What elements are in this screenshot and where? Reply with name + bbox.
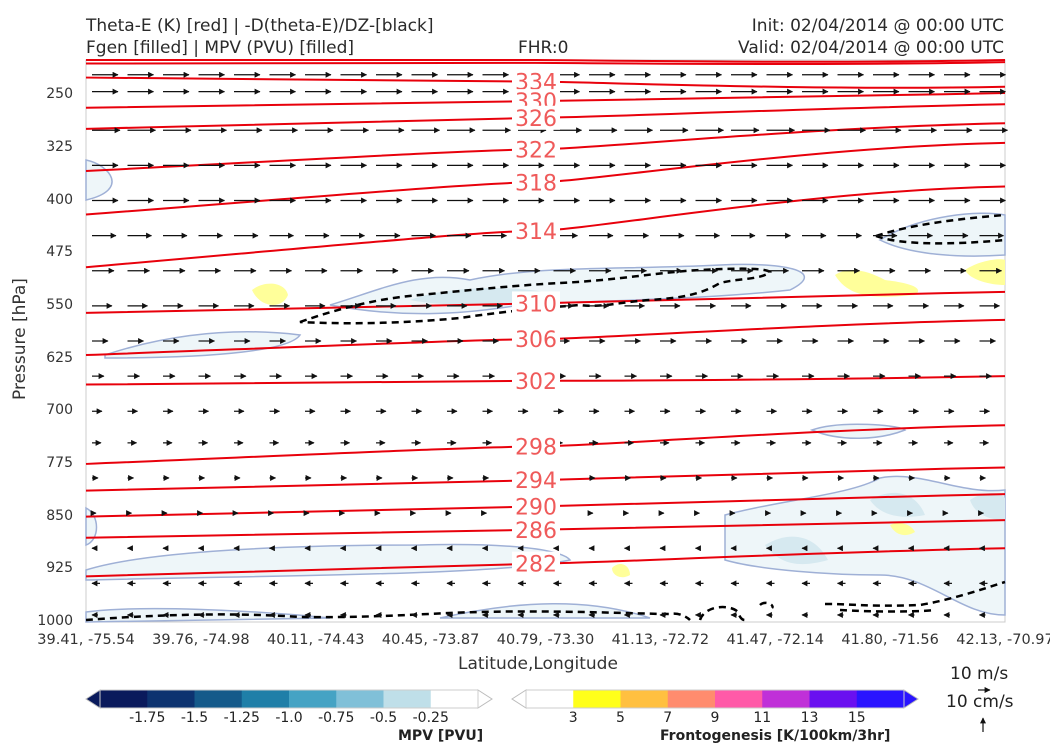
colorbar-tick-label: 11 bbox=[753, 710, 772, 726]
colorbar-tick-label: 13 bbox=[800, 710, 819, 726]
theta-e-label-bg bbox=[512, 517, 560, 542]
theta-e-contour-342 bbox=[86, 58, 1006, 63]
y-tick-label: 925 bbox=[46, 560, 73, 577]
theta-e-label: 294 bbox=[515, 469, 557, 494]
title-left-line1: Theta-E (K) [red] | -D(theta-E)/DZ-[blac… bbox=[86, 16, 434, 36]
theta-e-label: 282 bbox=[515, 553, 557, 578]
x-tick-label: 41.80, -71.56 bbox=[841, 632, 939, 648]
theta-e-label: 298 bbox=[515, 436, 557, 461]
theta-e-label-bg bbox=[512, 551, 560, 576]
u-wind-scale-label: 10 m/s bbox=[950, 664, 1009, 684]
theta-e-label: 318 bbox=[515, 171, 557, 196]
colorbar-tick-label: 3 bbox=[568, 710, 578, 726]
y-tick-label: 1000 bbox=[37, 613, 73, 629]
y-tick-label: 475 bbox=[46, 244, 73, 261]
y-tick-label: 625 bbox=[46, 349, 73, 366]
colorbar-tick-label: 9 bbox=[710, 710, 720, 726]
x-tick-label: 39.41, -75.54 bbox=[37, 632, 135, 648]
theta-e-label-bg bbox=[512, 105, 560, 130]
valid-time: Valid: 02/04/2014 @ 00:00 UTC bbox=[738, 38, 1004, 58]
theta-e-label-bg bbox=[512, 291, 560, 316]
x-tick-label: 41.47, -72.14 bbox=[726, 632, 824, 648]
y-tick-label: 775 bbox=[46, 454, 73, 471]
y-tick-label: 700 bbox=[46, 402, 73, 419]
colorbar-tick-label: 15 bbox=[847, 710, 866, 726]
x-tick-label: 42.13, -70.97 bbox=[956, 632, 1050, 648]
x-tick-label: 41.13, -72.72 bbox=[611, 632, 710, 648]
theta-e-label-bg bbox=[512, 170, 560, 195]
wind-vectors bbox=[90, 71, 1009, 618]
theta-e-label-bg bbox=[512, 368, 560, 393]
theta-e-labels: 3343303263223183143103063022982942902862… bbox=[512, 69, 560, 578]
x-tick-label: 40.11, -74.43 bbox=[267, 632, 365, 648]
x-axis-title: Latitude,Longitude bbox=[458, 654, 618, 674]
theta-e-label: 322 bbox=[515, 138, 557, 163]
colorbar-tick-label: -1.75 bbox=[129, 710, 166, 726]
theta-e-label-bg bbox=[512, 494, 560, 519]
y-tick-label: 550 bbox=[46, 296, 73, 313]
colorbar-tick-label: 7 bbox=[663, 710, 673, 726]
colorbar-tick-label: -1.25 bbox=[223, 710, 260, 726]
dthetae-dz-contours bbox=[85, 213, 1006, 622]
x-tick-label: 40.45, -73.87 bbox=[381, 632, 480, 648]
y-tick-label: 250 bbox=[46, 86, 73, 103]
colorbar-tick-label: 5 bbox=[616, 710, 625, 726]
title-left-line2: Fgen [filled] | MPV (PVU) [filled] bbox=[86, 38, 355, 58]
theta-e-label: 306 bbox=[515, 328, 557, 353]
theta-e-label: 302 bbox=[515, 370, 557, 395]
theta-e-label-bg bbox=[512, 468, 560, 493]
theta-e-label: 314 bbox=[515, 220, 557, 245]
theta-e-label: 326 bbox=[515, 107, 557, 132]
x-tick-label: 40.79, -73.30 bbox=[496, 632, 595, 648]
x-tick-label: 39.76, -74.98 bbox=[152, 632, 250, 648]
colorbar-tick-label: -0.25 bbox=[412, 710, 449, 726]
y-tick-label: 400 bbox=[46, 191, 73, 208]
theta-e-label: 286 bbox=[515, 519, 557, 544]
mpv-colorbar-title: MPV [PVU] bbox=[398, 728, 484, 744]
theta-e-label-bg bbox=[512, 218, 560, 243]
y-tick-label: 325 bbox=[46, 138, 73, 155]
fgen-colorbar-title: Frontogenesis [K/100km/3hr] bbox=[660, 728, 891, 744]
theta-e-label-bg bbox=[512, 327, 560, 352]
theta-e-label-bg bbox=[512, 137, 560, 162]
theta-e-contour-338 bbox=[85, 61, 1006, 66]
colorbar-tick-label: -0.75 bbox=[318, 710, 355, 726]
init-time: Init: 02/04/2014 @ 00:00 UTC bbox=[751, 16, 1004, 36]
theta-e-label: 310 bbox=[515, 292, 557, 317]
theta-e-label: 290 bbox=[515, 496, 557, 521]
theta-e-label-bg bbox=[512, 434, 560, 459]
colorbar-tick-label: -1.0 bbox=[275, 710, 303, 726]
colorbar-tick-label: -0.5 bbox=[369, 710, 398, 726]
w-wind-scale-label: 10 cm/s bbox=[946, 692, 1014, 712]
forecast-hour: FHR:0 bbox=[518, 38, 569, 58]
fgen-fill-regions bbox=[252, 259, 1005, 578]
colorbar-tick-label: -1.5 bbox=[180, 710, 209, 726]
y-tick-label: 850 bbox=[46, 507, 73, 524]
